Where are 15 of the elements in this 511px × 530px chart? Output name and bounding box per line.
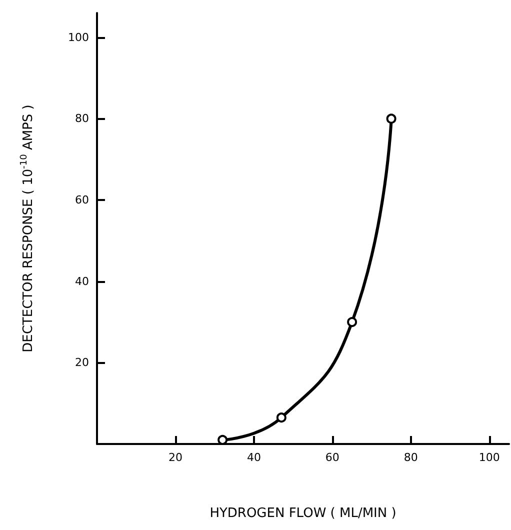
point [386, 114, 396, 124]
y-tick-label: 80 [75, 112, 89, 126]
y-axis-title: DECTECTOR RESPONSE ( 10-10 AMPS ) [20, 104, 36, 352]
point [347, 317, 358, 328]
x-tick-label: 80 [404, 451, 418, 464]
y-tick-label: 20 [75, 356, 89, 370]
x-tick-label: 20 [168, 451, 182, 464]
y-tick-label: 40 [75, 274, 89, 288]
x-axis-title: HYDROGEN FLOW ( ML/MIN ) [210, 506, 396, 521]
y-tick-label: 100 [68, 30, 89, 44]
y-tick-label: 60 [75, 194, 89, 207]
x-tick-label: 100 [478, 451, 500, 464]
x-tick-label: 60 [325, 451, 340, 464]
x-tick-label: 40 [246, 451, 261, 464]
point [276, 412, 286, 423]
